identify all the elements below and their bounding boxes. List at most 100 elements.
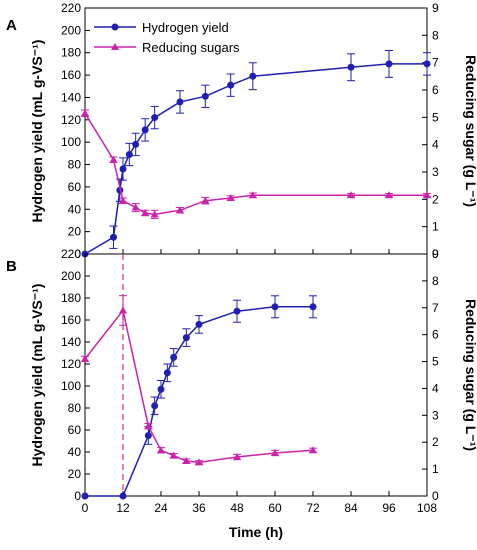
hydrogen-data-point xyxy=(271,303,279,311)
panel-a-right-axis: 0 1 2 3 4 5 6 7 8 9 xyxy=(422,1,439,261)
sugar-data-point xyxy=(119,196,127,204)
y2-tick-label: 8 xyxy=(432,28,439,42)
hydrogen-data-point xyxy=(227,81,235,89)
sugar-data-point xyxy=(195,458,203,466)
x-tick-label: 36 xyxy=(192,501,206,515)
sugar-data-point xyxy=(150,210,159,218)
y2-tick-label: 4 xyxy=(432,138,439,152)
legend-hydrogen-marker xyxy=(111,23,119,31)
hydrogen-data-point xyxy=(132,140,140,148)
legend: Hydrogen yield Reducing sugars xyxy=(94,20,240,55)
panel-a-y-axis-title: Hydrogen yield (mL g-VS⁻¹) xyxy=(29,40,45,223)
sugar-data-point xyxy=(119,306,127,314)
y-tick-label: 80 xyxy=(68,401,82,415)
y2-tick-label: 4 xyxy=(432,381,439,395)
y2-tick-label: 7 xyxy=(432,56,439,70)
sugar-data-point xyxy=(309,446,317,454)
sugar-data-point xyxy=(144,422,153,430)
y-tick-label: 40 xyxy=(68,202,82,216)
x-tick-label: 96 xyxy=(382,501,396,515)
hydrogen-data-point xyxy=(151,114,159,122)
y-tick-label: 160 xyxy=(61,68,81,82)
hydrogen-data-point xyxy=(157,385,165,393)
y2-tick-label: 5 xyxy=(432,110,439,124)
hydrogen-data-point xyxy=(249,72,257,80)
y-tick-label: 60 xyxy=(68,423,82,437)
panel-a-bottom-axis xyxy=(84,249,428,254)
hydrogen-data-point xyxy=(144,432,152,439)
hydrogen-data-point xyxy=(201,92,209,100)
x-tick-label: 60 xyxy=(268,501,282,515)
x-tick-label: 108 xyxy=(417,501,437,515)
hydrogen-data-point xyxy=(151,402,159,410)
y2-tick-label: 3 xyxy=(432,408,439,422)
sugar-data-point xyxy=(176,206,184,214)
legend-sugar-label: Reducing sugars xyxy=(142,40,240,55)
sugar-data-point xyxy=(423,191,431,199)
y2-tick-label: 7 xyxy=(432,301,439,315)
panel-b-bottom-axis: 0 12 24 36 48 60 72 84 96 108 xyxy=(82,491,437,515)
sugar-data-point xyxy=(131,203,140,211)
sugar-data-point xyxy=(385,191,393,199)
panel-a-series xyxy=(81,49,431,258)
panel-a-y2-axis-title: Reducing sugar (g L⁻¹) xyxy=(463,55,477,207)
hydrogen-data-point xyxy=(163,369,171,377)
hydrogen-series-line xyxy=(84,63,427,255)
y-tick-label: 60 xyxy=(68,180,82,194)
y2-tick-label: 9 xyxy=(432,1,439,15)
hydrogen-data-point xyxy=(141,126,149,134)
y-tick-label: 180 xyxy=(61,291,81,305)
legend-hydrogen-label: Hydrogen yield xyxy=(142,20,229,35)
y-tick-label: 220 xyxy=(61,247,81,261)
hydrogen-data-point xyxy=(423,60,431,68)
y2-tick-label: 2 xyxy=(432,435,439,449)
hydrogen-data-point xyxy=(170,353,178,361)
y-tick-label: 40 xyxy=(68,445,82,459)
sugar-data-point xyxy=(81,354,89,362)
y-tick-label: 100 xyxy=(61,135,81,149)
y2-tick-label: 5 xyxy=(432,355,439,369)
y-tick-label: 120 xyxy=(61,113,81,127)
hydrogen-data-point xyxy=(119,165,127,173)
y2-tick-label: 2 xyxy=(432,192,439,206)
panel-a-frame xyxy=(84,7,428,255)
panel-b-left-axis: 0 20 40 60 80 100 120 140 160 180 200 220 xyxy=(61,247,90,503)
sugar-data-point xyxy=(81,109,89,117)
sugar-data-point xyxy=(157,446,165,454)
y-tick-label: 220 xyxy=(61,1,81,15)
hydrogen-series-line xyxy=(85,306,313,497)
sugar-data-point xyxy=(141,209,150,216)
sugar-series-line xyxy=(84,112,427,216)
x-tick-label: 24 xyxy=(154,501,168,515)
y2-tick-label: 0 xyxy=(432,247,439,261)
sugar-data-point xyxy=(182,457,191,465)
hydrogen-data-point xyxy=(233,307,241,315)
y2-tick-label: 6 xyxy=(432,83,439,97)
y-tick-label: 140 xyxy=(61,90,81,104)
panel-b-frame xyxy=(84,253,428,497)
y-tick-label: 140 xyxy=(61,335,81,349)
sugar-data-point xyxy=(271,448,279,456)
x-tick-label: 84 xyxy=(344,501,358,515)
panel-a: A 0 20 40 60 80 100 120 140 160 180 200 220 0 1 2 3 4 5 6… xyxy=(6,1,477,261)
panel-b-y-axis-title: Hydrogen yield (mL g-VS⁻¹) xyxy=(29,284,45,467)
y2-tick-label: 9 xyxy=(432,247,439,261)
panel-b-y2-axis-title: Reducing sugar (g L⁻¹) xyxy=(463,299,477,451)
y2-tick-label: 6 xyxy=(432,328,439,342)
panel-a-left-axis: 0 20 40 60 80 100 120 140 160 180 200 220 xyxy=(61,1,90,261)
x-tick-label: 0 xyxy=(82,501,89,515)
hydrogen-data-point xyxy=(125,150,133,158)
hydrogen-data-point xyxy=(119,492,127,500)
legend-sugar-marker xyxy=(111,43,119,50)
panel-b-label: B xyxy=(6,258,17,275)
y-tick-label: 80 xyxy=(68,158,82,172)
y-tick-label: 20 xyxy=(68,225,82,239)
hydrogen-data-point xyxy=(81,492,89,500)
sugar-data-point xyxy=(248,191,257,199)
y2-tick-label: 8 xyxy=(432,274,439,288)
hydrogen-data-point xyxy=(309,303,317,311)
hydrogen-data-point xyxy=(176,98,184,106)
x-tick-label: 72 xyxy=(306,501,320,515)
y-tick-label: 0 xyxy=(74,489,81,503)
